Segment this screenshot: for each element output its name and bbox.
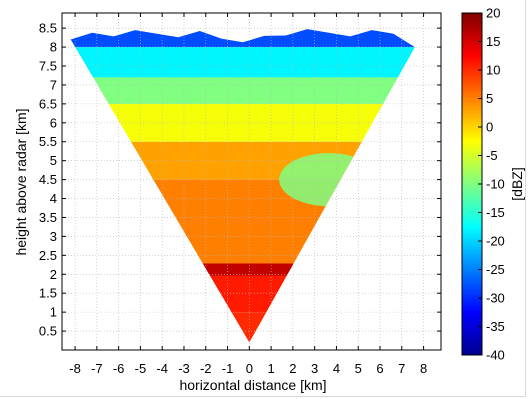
colorbar-tick-label-11: -35 bbox=[486, 319, 505, 334]
x-tick-label-8: 0 bbox=[246, 361, 253, 376]
colorbar-tick-label-9: -25 bbox=[486, 262, 505, 277]
x-tick-label-11: 3 bbox=[311, 361, 318, 376]
x-tick-label-16: 8 bbox=[420, 361, 427, 376]
x-tick-label-15: 7 bbox=[398, 361, 405, 376]
colorbar-tick-label-2: 10 bbox=[486, 63, 500, 78]
x-tick-label-7: -1 bbox=[222, 361, 234, 376]
x-tick-label-14: 6 bbox=[376, 361, 383, 376]
colorbar-tick-label-5: -5 bbox=[486, 148, 498, 163]
x-tick-label-12: 4 bbox=[333, 361, 340, 376]
y-axis-label: height above radar [km] bbox=[13, 108, 29, 255]
y-tick-label-5: 3 bbox=[50, 229, 57, 244]
x-tick-label-5: -3 bbox=[178, 361, 190, 376]
x-tick-label-13: 5 bbox=[355, 361, 362, 376]
y-axis-ticks: 0.5 1 1.5 2 2.5 3 3.5 4 4.5 5 5.5 6 6.5 7 7.5 8 8.5 bbox=[39, 21, 441, 339]
colorbar-tick-label-6: -10 bbox=[486, 177, 505, 192]
x-tick-label-4: -4 bbox=[156, 361, 168, 376]
plot-frame bbox=[61, 12, 442, 351]
y-tick-label-1: 1 bbox=[50, 305, 57, 320]
grid-lines bbox=[62, 13, 441, 350]
reflectivity-band-6 bbox=[70, 77, 415, 104]
colorbar-tick-label-4: 0 bbox=[486, 120, 493, 135]
x-tick-label-6: -2 bbox=[200, 361, 212, 376]
y-tick-label-8: 4.5 bbox=[39, 172, 57, 187]
window-border-bottom bbox=[0, 396, 526, 397]
y-tick-label-10: 5.5 bbox=[39, 134, 57, 149]
x-tick-label-9: 1 bbox=[267, 361, 274, 376]
y-tick-label-6: 3.5 bbox=[39, 210, 57, 225]
x-tick-label-2: -6 bbox=[113, 361, 125, 376]
colorbar-tick-label-8: -20 bbox=[486, 234, 505, 249]
y-tick-label-2: 1.5 bbox=[39, 286, 57, 301]
x-axis-ticks: -8 -7 -6 -5 -4 -3 -2 -1 0 1 2 3 4 5 6 7 8 bbox=[69, 13, 427, 376]
colorbar-tick-label-7: -15 bbox=[486, 205, 505, 220]
colorbar-tick-label-1: 15 bbox=[486, 34, 500, 49]
colorbar-label: [dBZ] bbox=[509, 167, 525, 200]
y-tick-label-4: 2.5 bbox=[39, 248, 57, 263]
y-tick-label-0: 0.5 bbox=[39, 324, 57, 339]
y-tick-label-16: 8.5 bbox=[39, 21, 57, 36]
x-axis-label: horizontal distance [km] bbox=[179, 377, 326, 393]
y-tick-label-12: 6.5 bbox=[39, 96, 57, 111]
x-tick-label-0: -8 bbox=[69, 361, 81, 376]
y-tick-label-3: 2 bbox=[50, 267, 57, 282]
colorbar-tick-label-0: 20 bbox=[486, 6, 500, 21]
colorbar-tick-label-12: -40 bbox=[486, 348, 505, 363]
y-tick-label-15: 8 bbox=[50, 40, 57, 55]
colorbar-ticks: 20 15 10 5 0 -5 -10 -15 -20 -25 -30 -35 -40 bbox=[478, 6, 505, 363]
window-border-right bbox=[525, 0, 526, 396]
x-tick-label-10: 2 bbox=[289, 361, 296, 376]
reflectivity-band-7 bbox=[70, 47, 415, 78]
colorbar-tick-label-10: -30 bbox=[486, 291, 505, 306]
y-tick-label-13: 7 bbox=[50, 77, 57, 92]
x-tick-label-3: -5 bbox=[135, 361, 147, 376]
y-tick-label-9: 5 bbox=[50, 153, 57, 168]
colorbar-tick-label-3: 5 bbox=[486, 91, 493, 106]
y-tick-label-7: 4 bbox=[50, 191, 57, 206]
y-tick-label-14: 7.5 bbox=[39, 59, 57, 74]
y-tick-label-11: 6 bbox=[50, 115, 57, 130]
x-tick-label-1: -7 bbox=[91, 361, 103, 376]
